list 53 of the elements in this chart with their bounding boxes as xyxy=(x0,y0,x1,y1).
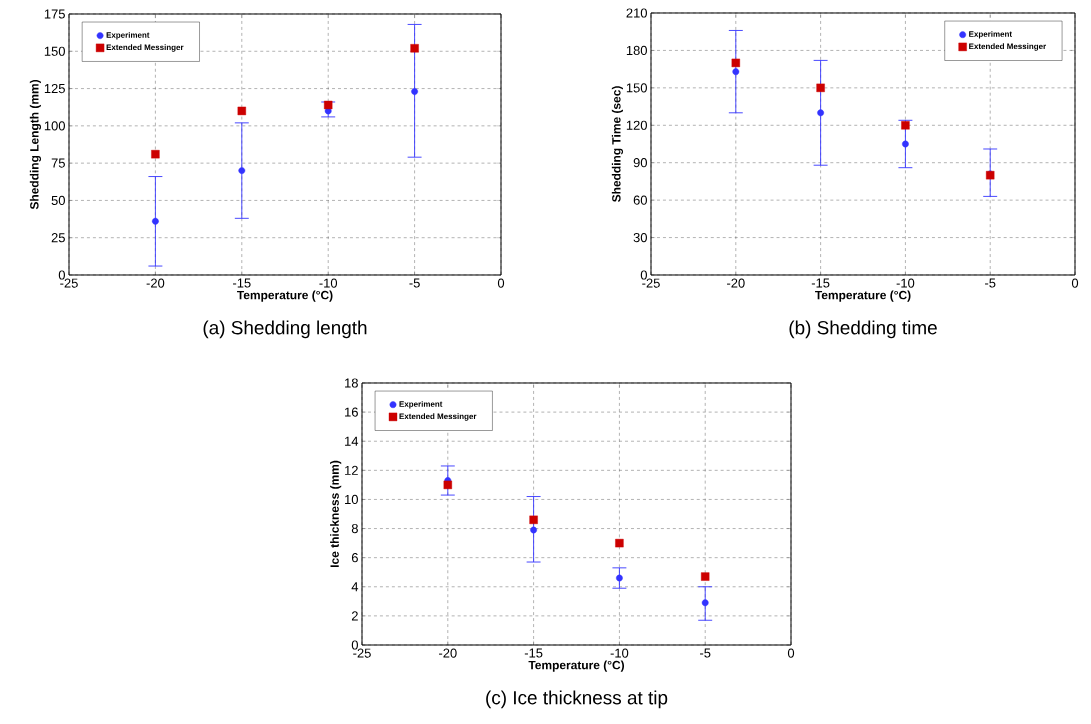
y-tick-label: 210 xyxy=(626,8,647,18)
y-tick-label: 125 xyxy=(44,83,65,94)
x-tick-label: -10 xyxy=(610,648,629,658)
y-tick-label: 180 xyxy=(626,45,647,56)
x-tick-label: -20 xyxy=(727,278,745,288)
y-axis-title: Shedding Time (sec) xyxy=(611,86,624,202)
y-tick-label: 0 xyxy=(58,270,65,280)
y-axis-title: Ice thickness (mm) xyxy=(330,460,342,568)
x-tick-label: -5 xyxy=(700,648,711,658)
y-tick-label: 18 xyxy=(345,378,358,388)
y-tick-label: 100 xyxy=(44,121,65,131)
y-tick-label: 10 xyxy=(345,494,358,505)
x-tick-label: 0 xyxy=(787,648,795,658)
x-tick-label: -10 xyxy=(896,278,915,288)
y-tick-label: 0 xyxy=(640,270,647,280)
y-tick-label: 150 xyxy=(626,83,647,93)
x-tick-label: -25 xyxy=(353,648,371,658)
y-tick-label: 25 xyxy=(51,233,65,243)
y-tick-label: 90 xyxy=(633,158,647,168)
x-tick-label: -15 xyxy=(524,648,543,658)
x-axis-title: Temperature (°C) xyxy=(528,660,625,672)
x-tick-label: -5 xyxy=(409,278,420,288)
x-tick-label: -25 xyxy=(642,278,660,288)
x-tick-label: 0 xyxy=(497,278,505,288)
x-tick-label: -10 xyxy=(319,278,338,288)
y-tick-label: 150 xyxy=(44,46,65,56)
y-tick-label: 50 xyxy=(51,195,65,206)
y-tick-label: 4 xyxy=(351,582,359,592)
y-tick-label: 12 xyxy=(345,465,358,475)
x-tick-label: -20 xyxy=(439,648,457,658)
text: (a) Shedding length xyxy=(203,320,367,339)
y-tick-label: 8 xyxy=(351,523,358,534)
x-tick-label: -15 xyxy=(233,278,251,288)
x-tick-label: -20 xyxy=(146,278,165,288)
x-tick-label: -5 xyxy=(985,278,996,288)
y-tick-label: 2 xyxy=(351,611,358,621)
x-tick-label: 0 xyxy=(1071,278,1079,288)
y-tick-label: 0 xyxy=(351,640,358,650)
y-tick-label: 75 xyxy=(51,158,65,168)
y-tick-label: 30 xyxy=(633,232,647,243)
text: (c) Ice thickness at tip xyxy=(486,690,668,709)
x-axis-title: Temperature (°C) xyxy=(815,290,911,302)
y-tick-label: 120 xyxy=(626,120,647,130)
y-tick-label: 60 xyxy=(633,195,647,205)
x-axis-title: Temperature (°C) xyxy=(237,290,333,302)
x-tick-label: -15 xyxy=(811,278,830,288)
text: (b) Shedding time xyxy=(789,320,937,339)
y-tick-label: 175 xyxy=(44,9,65,19)
y-tick-label: 16 xyxy=(345,407,358,417)
y-tick-label: 14 xyxy=(345,436,359,446)
y-tick-label: 6 xyxy=(351,553,358,563)
x-tick-label: -25 xyxy=(60,278,78,288)
y-axis-title: Shedding Length (mm) xyxy=(29,80,42,210)
